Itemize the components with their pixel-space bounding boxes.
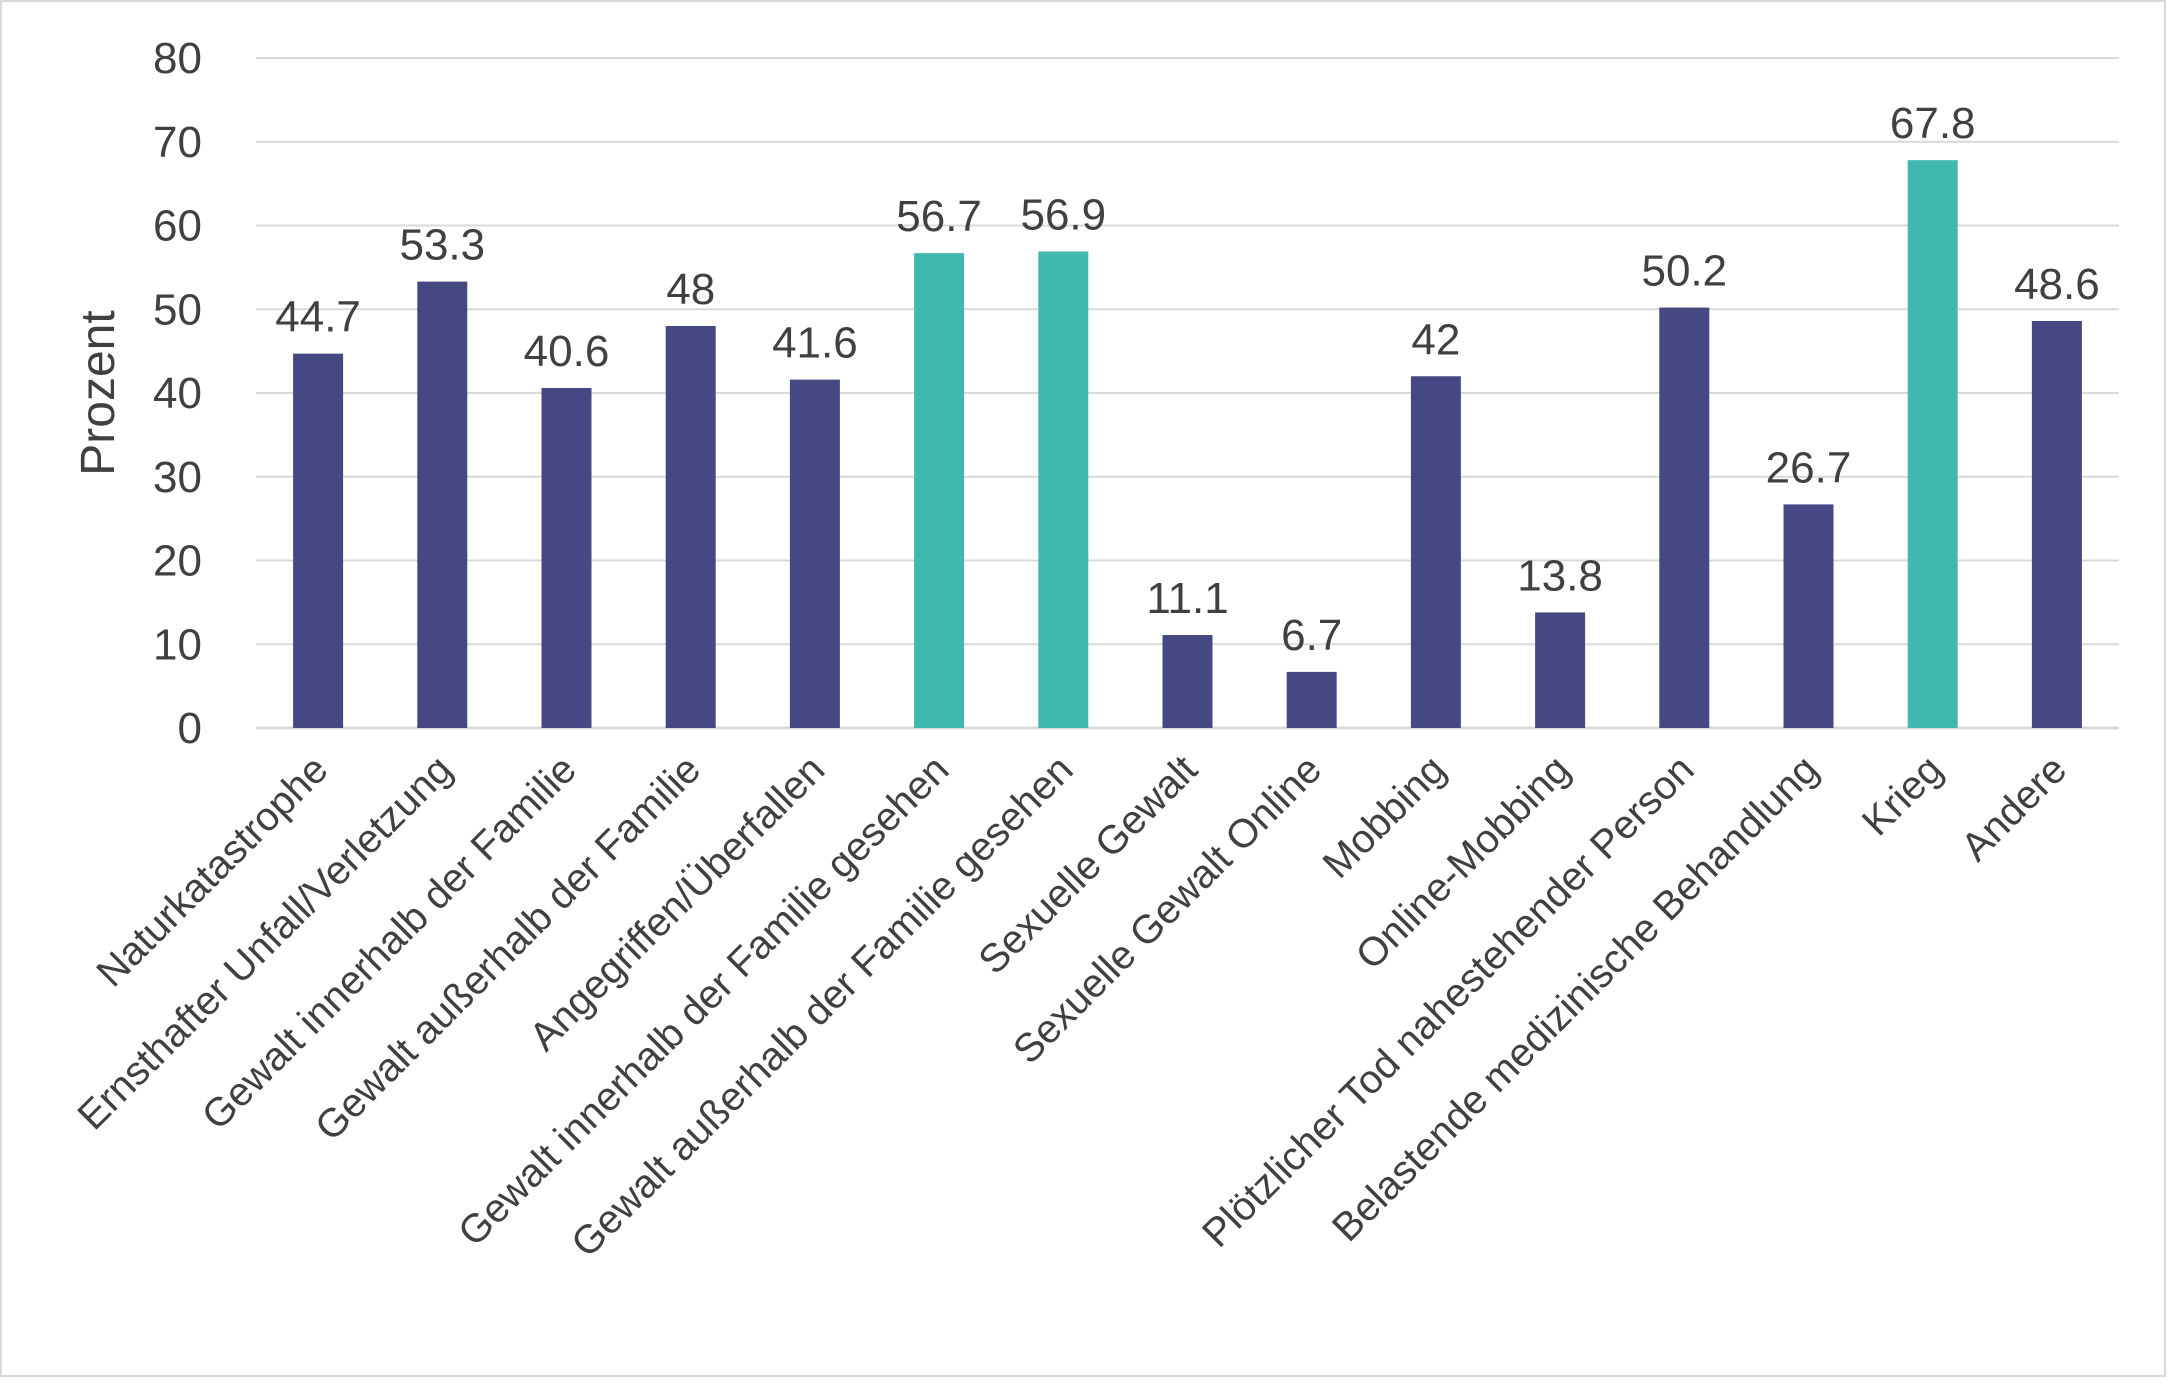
bars xyxy=(293,160,2082,729)
category-label: Andere xyxy=(1953,747,2075,869)
data-label: 50.2 xyxy=(1641,247,1727,296)
y-tick-label: 60 xyxy=(153,202,202,251)
bar xyxy=(1783,504,1834,728)
data-labels: 44.7 53.3 40.6 48 41.6 56.7 56.9 11.1 6.7 42 13.8 5… xyxy=(275,99,2099,660)
bar xyxy=(1907,160,1958,729)
bar xyxy=(914,253,965,728)
bar xyxy=(1286,671,1337,728)
y-tick-label: 20 xyxy=(153,537,202,586)
category-label: Online-Mobbing xyxy=(1348,747,1579,978)
data-label: 26.7 xyxy=(1766,443,1852,492)
bar xyxy=(1162,635,1213,728)
y-tick-label: 80 xyxy=(153,34,202,83)
data-label: 11.1 xyxy=(1146,574,1228,623)
bar xyxy=(417,281,468,728)
y-tick-label: 70 xyxy=(153,118,202,167)
bar xyxy=(1038,251,1089,728)
data-label: 48.6 xyxy=(2014,260,2100,309)
y-axis-title: Prozent xyxy=(72,310,125,475)
data-label: 48 xyxy=(666,265,715,314)
data-label: 53.3 xyxy=(399,221,485,270)
data-label: 40.6 xyxy=(524,327,610,376)
bar xyxy=(1410,376,1461,728)
bar xyxy=(541,387,592,728)
data-label: 13.8 xyxy=(1517,551,1603,600)
bar xyxy=(2031,320,2082,728)
category-label: Sexuelle Gewalt xyxy=(970,747,1205,982)
y-tick-label: 40 xyxy=(153,369,202,418)
data-label: 41.6 xyxy=(772,319,858,368)
y-axis-ticks: 0 10 20 30 40 50 60 70 80 xyxy=(153,34,202,753)
category-label: Naturkatastrophe xyxy=(88,747,336,995)
data-label: 44.7 xyxy=(275,293,361,342)
data-label: 56.7 xyxy=(896,192,982,241)
category-label: Krieg xyxy=(1854,747,1951,844)
bar xyxy=(293,353,344,728)
y-tick-label: 50 xyxy=(153,285,202,334)
y-tick-label: 0 xyxy=(178,704,202,753)
bar xyxy=(789,379,840,728)
bar xyxy=(1659,307,1710,728)
grid-lines xyxy=(256,57,2119,730)
data-label: 56.9 xyxy=(1020,190,1106,239)
y-tick-label: 10 xyxy=(153,620,202,669)
data-label: 42 xyxy=(1411,315,1460,364)
bar xyxy=(1535,612,1586,728)
data-label: 6.7 xyxy=(1281,611,1342,660)
data-label: 67.8 xyxy=(1890,99,1976,148)
bar xyxy=(665,326,716,728)
y-tick-label: 30 xyxy=(153,453,202,502)
